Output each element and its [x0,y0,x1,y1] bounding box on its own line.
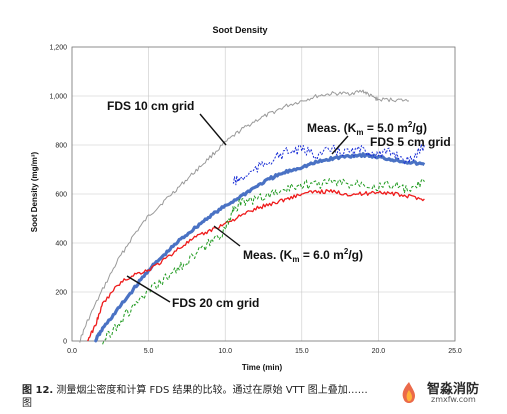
y-axis-label: Soot Density (mg/m³) [30,151,39,232]
y-tick-label: 0 [63,339,67,346]
x-tick-label: 15.0 [295,348,309,355]
series-line-3 [232,143,425,186]
y-tick-label: 200 [55,290,67,297]
caption-text: 测量烟尘密度和计算 FDS 结果的比较。通过在原始 VTT 图上叠加…… [53,385,368,396]
annotation-meas-5: Meas. (Km = 5.0 m2/g) [307,120,427,137]
x-tick-label: 5.0 [144,348,154,355]
leader-meas-6 [213,225,241,247]
x-axis-label: Time (min) [242,363,283,372]
figure-caption: 图 12. 测量烟尘密度和计算 FDS 结果的比较。通过在原始 VTT 图上叠加… [22,384,482,410]
y-tick-label: 1,000 [49,94,67,101]
watermark-title: 智淼消防 [427,382,480,397]
chart-title: Soot Density [212,25,267,35]
y-tick-labels: 0 200 400 600 800 1,000 1,200 [49,45,67,346]
flame-logo-icon [402,382,416,403]
series-line-2 [87,189,425,342]
y-tick-label: 800 [55,143,67,150]
series-line-0 [79,89,410,343]
series-line-4 [102,178,425,345]
x-tick-label: 20.0 [372,348,386,355]
site-watermark: 智淼消防 zmxfw.com [391,376,501,410]
x-tick-label: 0.0 [67,348,77,355]
leader-fds-20cm [126,275,171,303]
annotation-fds-10cm: FDS 10 cm grid [107,99,194,113]
y-tick-label: 400 [55,241,67,248]
caption-label: 图 12. [22,385,54,396]
plot-frame [71,46,456,342]
watermark-url: zmxfw.com [431,395,476,404]
soot-density-chart: Soot Density 0 200 400 600 800 1,000 1,200 0.0… [30,25,462,372]
series-layer [79,89,426,345]
leader-fds-10cm [199,113,227,146]
annotation-fds-20cm: FDS 20 cm grid [172,296,259,310]
y-tick-label: 1,200 [49,45,67,52]
x-tick-label: 10.0 [218,348,232,355]
y-tick-label: 600 [55,192,67,199]
caption-line2: 图 [22,398,32,409]
x-tick-labels: 0.0 5.0 10.0 15.0 20.0 25.0 [67,348,462,355]
annotation-fds-5cm: FDS 5 cm grid [370,135,451,149]
annotation-meas-6: Meas. (Km = 6.0 m2/g) [243,247,363,264]
leader-meas-5 [331,135,349,155]
x-tick-label: 25.0 [448,348,462,355]
